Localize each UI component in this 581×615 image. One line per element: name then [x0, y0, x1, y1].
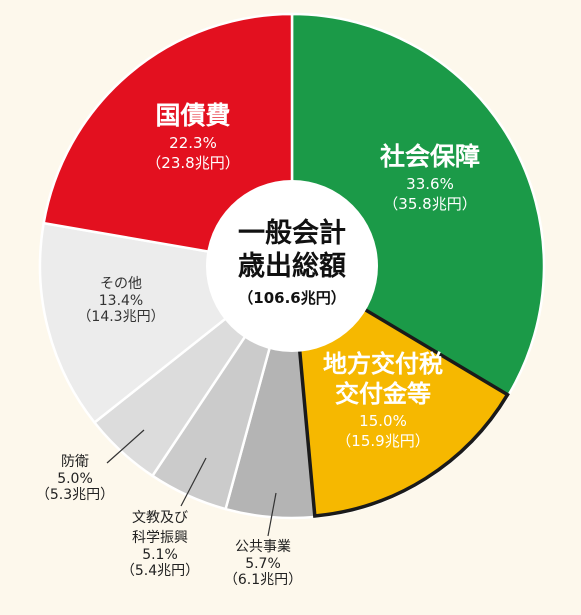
slice-label-3: 公共事業: [235, 539, 291, 555]
slice-amount-3: （6.1兆円）: [224, 572, 302, 588]
center-total: （106.6兆円）: [238, 289, 345, 307]
slice-label-4-line1: 文教及び: [132, 510, 188, 526]
slice-amount-2: （15.9兆円）: [336, 432, 429, 450]
slice-label-4-line2: 科学振興: [132, 530, 188, 546]
slice-percent-7: 22.3%: [169, 134, 217, 152]
leader-line-5: [106, 429, 145, 464]
leader-line-4: [180, 457, 207, 507]
slice-amount-1: （35.8兆円）: [383, 195, 476, 213]
highlight-outline: [289, 262, 510, 518]
slice-percent-2: 15.0%: [359, 412, 407, 430]
slice-amount-7: （23.8兆円）: [146, 154, 239, 172]
leader-line-3: [267, 492, 277, 537]
slice-percent-3: 5.7%: [245, 556, 281, 572]
center-title-line1: 一般会計: [238, 217, 346, 249]
slice-amount-4: （5.4兆円）: [121, 563, 199, 579]
slice-amount-6: （14.3兆円）: [77, 309, 164, 325]
slice-label-2-line1: 地方交付税: [323, 350, 443, 378]
slice-label-6: その他: [100, 276, 142, 292]
slice-7: [42, 12, 294, 268]
slice-percent-5: 5.0%: [57, 471, 93, 487]
slice-label-7: 国債費: [155, 101, 230, 130]
center-hole: [206, 180, 378, 352]
slice-amount-5: （5.3兆円）: [36, 487, 114, 503]
slice-percent-6: 13.4%: [99, 293, 143, 309]
slice-percent-1: 33.6%: [406, 175, 454, 193]
slice-percent-4: 5.1%: [142, 547, 178, 563]
slice-label-5: 防衛: [61, 454, 89, 470]
slice-label-2-line2: 交付金等: [335, 380, 431, 408]
center-title-line2: 歳出総額: [238, 250, 346, 282]
slice-label-1: 社会保障: [380, 142, 480, 171]
